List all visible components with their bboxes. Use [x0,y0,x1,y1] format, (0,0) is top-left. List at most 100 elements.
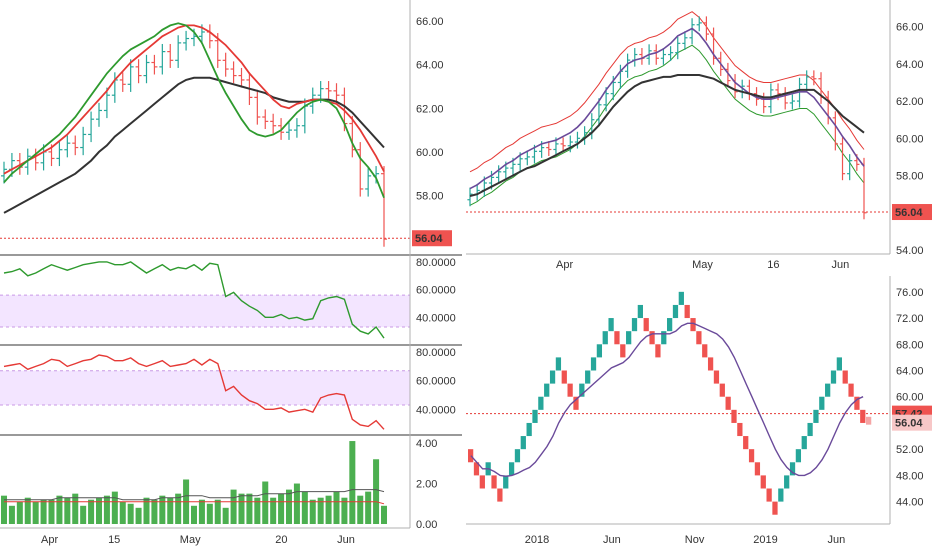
right-renko-brick-28 [631,318,638,332]
right-renko-brick-12 [538,396,544,410]
left-osc2-y-tick-0: 80.0000 [416,347,456,359]
right-renko-brick-64 [842,370,848,384]
left-volume-bar-42 [333,491,340,524]
right-renko-brick-43 [719,383,725,397]
left-volume-bar-10 [80,505,87,524]
left-x-tick-4: Jun [337,534,355,546]
left-x-tick-2: May [180,534,201,546]
right-renko-brick-7 [508,462,515,476]
left-volume-ma-red [4,501,385,505]
right-renko-brick-11 [532,409,538,423]
right-renko-brick-32 [655,344,661,358]
right-renko-brick-15 [555,357,562,371]
right-renko-brick-23 [602,331,608,345]
right-ma-black [469,74,865,197]
left-osc2-y-tick-2: 40.0000 [416,404,456,416]
right-renko-brick-59 [813,409,819,423]
right-renko-brick-62 [830,370,837,384]
left-volume-bar-20 [159,495,166,524]
right-renko-y-tick-6: 52.00 [896,444,924,456]
right-renko-brick-22 [596,344,603,358]
left-osc1-line [3,261,385,339]
right-renko-y-tick-2: 68.00 [896,339,924,351]
right-renko-brick-35 [672,304,679,319]
left-volume-bar-24 [190,505,198,524]
right-renko-brick-56 [795,449,802,463]
right-renko-brick-4 [491,475,497,489]
left-volume-bar-28 [222,507,229,524]
right-renko-brick-51 [766,488,772,502]
right-renko-y-tick-3: 64.00 [896,366,924,378]
left-x-tick-0: Apr [41,534,58,546]
left-ma-black [3,76,385,214]
right-renko-y-tick-1: 72.00 [896,313,924,325]
right-price-y-tick-2: 62.00 [896,96,924,108]
right-bottom-x-tick-2: Nov [685,534,705,546]
right-renko-brick-58 [807,422,813,437]
right-renko-brick-52 [772,501,778,515]
right-top-x-tick-3: Jun [831,259,849,271]
right-bottom-x-tick-4: Jun [828,534,846,546]
right-renko-brick-10 [526,422,532,437]
left-volume-bar-26 [206,503,213,524]
left-osc2-band [0,370,410,405]
right-renko-brick-21 [590,357,597,371]
left-osc1-y-tick-0: 80.0000 [416,257,456,269]
left-price-badge: 56.04 [415,233,443,245]
left-osc1-band [0,295,410,327]
right-renko-brick-67 [860,409,866,423]
right-renko-brick-13 [544,383,550,397]
left-volume-bar-47 [373,459,380,524]
left-volume-bar-16 [127,503,134,524]
right-renko-brick-38 [690,318,696,332]
left-x-tick-3: 20 [275,534,287,546]
left-volume-y-tick-0: 4.00 [416,438,437,450]
right-renko-y-tick-0: 76.00 [896,287,924,299]
right-renko-brick-49 [754,462,761,476]
right-bottom-x-tick-1: Jun [603,534,621,546]
left-volume-bar-46 [365,491,372,524]
right-renko-brick-40 [702,344,708,358]
right-renko-ma [470,322,864,478]
right-price-badge-bg [892,204,932,221]
right-renko-brick-63 [836,357,842,371]
right-renko-brick-60 [819,396,825,410]
left-volume-bar-11 [88,499,95,524]
right-renko-brick-65 [848,383,854,397]
right-renko-brick-66 [854,396,860,410]
right-price-badge: 56.04 [895,207,923,219]
right-renko-brick-29 [637,304,643,319]
right-renko-brick-24 [608,318,614,332]
right-renko-brick-57 [801,436,807,450]
left-volume-bar-25 [198,499,205,524]
right-renko-brick-26 [620,344,626,358]
right-renko-brick-53 [778,488,784,502]
right-renko-brick-44 [725,396,731,410]
right-renko-brick-16 [561,370,567,384]
left-volume-bar-44 [349,441,356,524]
right-renko-brick-47 [743,436,749,450]
left-price-y-tick-1: 64.00 [416,60,444,72]
left-osc1-y-tick-1: 60.0000 [416,285,456,297]
right-renko-brick-37 [684,304,690,319]
left-volume-y-tick-2: 0.00 [416,519,437,531]
left-volume-bar-14 [111,491,118,524]
right-renko-brick-31 [649,331,655,345]
right-renko-brick-20 [585,370,591,384]
right-renko-brick-48 [748,449,755,463]
left-volume-bar-8 [64,497,71,524]
left-volume-bar-1 [8,505,15,524]
left-osc2-line [3,354,385,430]
right-renko-brick-36 [678,291,684,305]
left-volume-bar-15 [119,501,126,524]
left-volume-bar-0 [0,495,8,524]
right-price-y-tick-0: 66.00 [896,22,924,34]
left-x-tick-1: 15 [108,534,120,546]
left-volume-bar-38 [301,491,308,524]
left-volume-bar-5 [40,499,47,524]
right-top-x-tick-1: May [692,259,713,271]
left-volume-bar-30 [238,493,245,524]
left-price-y-tick-4: 58.00 [416,190,444,202]
